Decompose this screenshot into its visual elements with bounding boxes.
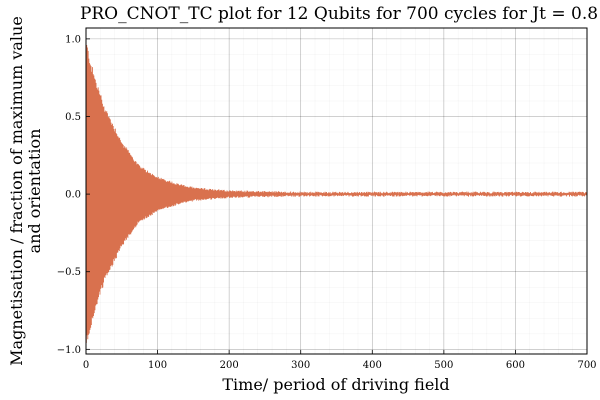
plot-frame [85,27,588,355]
grid [85,28,588,354]
y-tick-label: 0.0 [65,190,81,201]
x-tick-label: 700 [577,360,596,371]
y-tick-label: −0.5 [57,267,81,278]
x-tick-label: 400 [363,360,382,371]
x-tick-label: 0 [83,360,89,371]
plot-area: 0 100 200 300 400 500 600 700 −1.0 −0.5 0.0 0.5 1.0 [57,27,597,371]
tick-labels: 0 100 200 300 400 500 600 700 −1.0 −0.5 0.0 0.5 1.0 [57,34,597,371]
chart-title: PRO_CNOT_TC plot for 12 Qubits for 700 c… [80,4,598,24]
x-tick-label: 500 [434,360,453,371]
x-tick-label: 600 [506,360,525,371]
x-tick-label: 300 [291,360,310,371]
x-tick-label: 100 [148,360,167,371]
y-axis-label-line-1: Magnetisation / fraction of maximum valu… [7,16,26,366]
series-line [85,42,588,343]
y-tick-label: −1.0 [57,345,81,356]
data-series [85,42,588,343]
y-tick-label: 0.5 [65,112,81,123]
x-axis-label: Time/ period of driving field [222,375,449,394]
y-axis-label: Magnetisation / fraction of maximum valu… [7,16,44,366]
y-axis-label-line-2: and orientation [25,129,44,254]
x-tick-label: 200 [220,360,239,371]
y-tick-label: 1.0 [65,34,81,45]
